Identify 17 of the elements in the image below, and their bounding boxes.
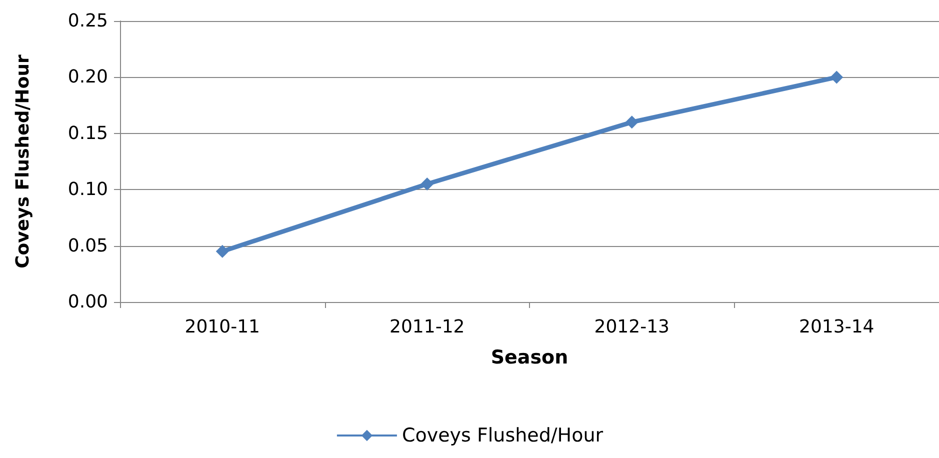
y-tick-label: 0.05: [68, 235, 108, 256]
x-tick-label: 2011-12: [390, 316, 465, 338]
point: [420, 177, 434, 190]
y-tick-label: 0.00: [68, 292, 108, 312]
y-tick-label: 0.25: [68, 10, 108, 32]
point: [830, 70, 844, 84]
x-axis-title: Season: [490, 346, 568, 368]
x-tick-label: 2010-11: [184, 316, 260, 338]
y-tick-label: 0.10: [68, 179, 108, 200]
y-axis-title: Coveys Flushed/Hour: [12, 54, 34, 268]
legend-label: Coveys Flushed/Hour: [402, 424, 604, 446]
point: [216, 244, 229, 258]
point: [625, 116, 638, 129]
x-tick-label: 2013-14: [799, 316, 874, 338]
y-tick-label: 0.15: [68, 122, 108, 144]
x-tick-label: 2012-13: [594, 316, 670, 338]
y-tick-label: 0.20: [68, 66, 108, 88]
